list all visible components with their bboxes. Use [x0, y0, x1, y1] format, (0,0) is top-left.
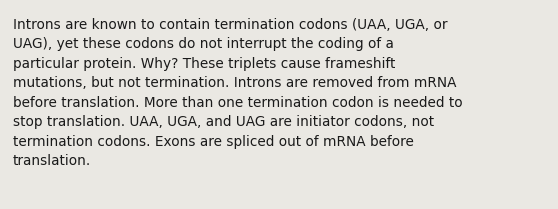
Text: Introns are known to contain termination codons (UAA, UGA, or
UAG), yet these co: Introns are known to contain termination… — [13, 18, 463, 168]
